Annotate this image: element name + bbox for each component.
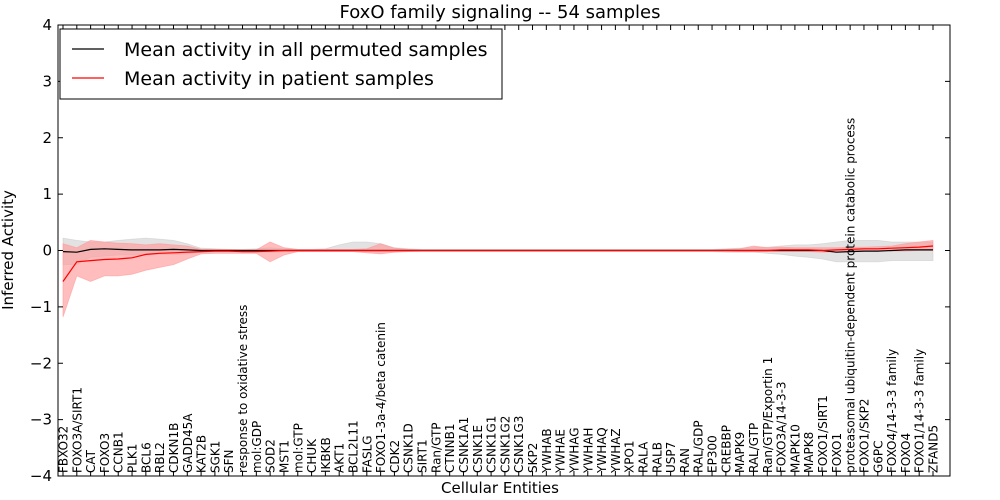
x-tick-label: YWHAH — [581, 428, 595, 474]
x-tick-label: YWHAQ — [595, 427, 609, 474]
y-tick-label: 2 — [42, 129, 52, 147]
x-tick-label: FOXO3 — [98, 433, 112, 473]
x-tick-label: CTNNB1 — [443, 423, 457, 473]
x-tick-label: XPO1 — [623, 440, 637, 473]
x-tick-label: RAN — [678, 448, 692, 473]
x-tick-label: MAPK9 — [733, 432, 747, 473]
x-tick-label: EP300 — [706, 435, 720, 473]
y-tick-label: −2 — [30, 354, 52, 372]
x-tick-label: CSNK1G2 — [498, 416, 512, 473]
x-tick-label: FOXO3A/SIRT1 — [70, 387, 84, 473]
x-tick-label: CSNK1G1 — [485, 416, 499, 473]
x-tick-label: MAPK8 — [802, 432, 816, 473]
x-tick-label: SIRT1 — [416, 439, 430, 473]
x-tick-label: RALA — [637, 441, 651, 473]
x-tick-label: CSNK1E — [471, 425, 485, 473]
x-tick-label: FOXO1/14-3-3 family — [913, 349, 927, 473]
x-tick-label: FOXO1/SKP2 — [858, 398, 872, 473]
x-tick-label: proteasomal ubiquitin-dependent protein … — [844, 118, 858, 473]
x-tick-label: mol:GDP — [250, 421, 264, 473]
y-tick-label: −3 — [30, 411, 52, 429]
y-tick-label: 0 — [42, 242, 52, 260]
y-tick-label: 1 — [42, 185, 52, 203]
x-tick-label: MAPK10 — [788, 424, 802, 473]
x-tick-label: YWHAE — [554, 429, 568, 474]
x-tick-label: FASLG — [360, 435, 374, 473]
x-tick-label: Ran/GTP/Exportin 1 — [761, 357, 775, 473]
x-tick-label: RAL/GTP — [747, 423, 761, 473]
x-tick-label: FOXO1-3a-4/beta catenin — [374, 322, 388, 473]
x-tick-label: CSNK1D — [402, 423, 416, 473]
x-tick-label: CHUK — [305, 438, 319, 473]
x-tick-label: MST1 — [278, 440, 292, 473]
x-tick-label: IKBKB — [319, 437, 333, 473]
x-tick-label: Ran/GTP — [429, 422, 443, 473]
legend: Mean activity in all permuted samples Me… — [59, 28, 503, 100]
x-tick-label: SGK1 — [208, 441, 222, 473]
x-tick-label: G6PC — [871, 440, 885, 473]
legend-label-permuted: Mean activity in all permuted samples — [124, 39, 487, 61]
chart-title: FoxO family signaling -- 54 samples — [340, 2, 661, 23]
x-tick-label: ZFAND5 — [927, 425, 941, 473]
x-tick-label: KAT2B — [195, 435, 209, 473]
x-tick-label: SKP2 — [526, 443, 540, 473]
x-tick-label: CSNK1G3 — [512, 416, 526, 473]
x-tick-label: BCL2L11 — [347, 420, 361, 473]
x-tick-label: FOXO1/SIRT1 — [816, 395, 830, 473]
y-tick-label: −1 — [30, 298, 52, 316]
x-tick-label: FOXO4/14-3-3 family — [885, 349, 899, 473]
x-tick-label: SFN — [222, 450, 236, 474]
x-tick-label: CAT — [84, 449, 98, 473]
x-tick-label: FOXO4 — [899, 433, 913, 473]
x-tick-label: CDKN1B — [167, 423, 181, 473]
legend-box — [59, 28, 503, 100]
y-tick-label: −4 — [30, 467, 52, 485]
x-tick-label: RALB — [650, 442, 664, 473]
x-axis-label: Cellular Entities — [441, 479, 559, 497]
x-tick-label: mol:GTP — [291, 423, 305, 473]
x-tick-label: YWHAG — [568, 427, 582, 474]
x-tick-label: SOD2 — [264, 439, 278, 473]
x-tick-label: response to oxidative stress — [236, 305, 250, 473]
x-tick-label: FOXO3A/14-3-3 — [775, 381, 789, 473]
x-tick-label: CSNK1A1 — [457, 417, 471, 473]
x-tick-label: GADD45A — [181, 413, 195, 473]
x-tick-label: PLK1 — [126, 444, 140, 473]
y-tick-label: 4 — [42, 16, 52, 34]
plot-frame — [57, 24, 951, 477]
x-tick-label: BCL6 — [139, 442, 153, 473]
legend-label-patient: Mean activity in patient samples — [124, 68, 434, 90]
y-tick-label: 3 — [42, 72, 52, 90]
x-tick-label: YWHAZ — [609, 428, 623, 474]
line-patient-mean — [62, 245, 934, 282]
x-tick-label: RBL2 — [153, 442, 167, 473]
x-tick-label: USP7 — [664, 442, 678, 473]
x-tick-label: FOXO1 — [830, 433, 844, 473]
x-tick-label: AKT1 — [333, 443, 347, 473]
x-tick-label: CREBBP — [719, 425, 733, 473]
x-tick-label: YWHAB — [540, 428, 554, 474]
y-axis-label: Inferred Activity — [0, 190, 17, 310]
x-tick-label: FBXO32 — [57, 426, 71, 473]
x-tick-label: CDK2 — [388, 440, 402, 473]
x-tick-label: RAL/GDP — [692, 420, 706, 473]
x-tick-label: CCNB1 — [112, 431, 126, 473]
